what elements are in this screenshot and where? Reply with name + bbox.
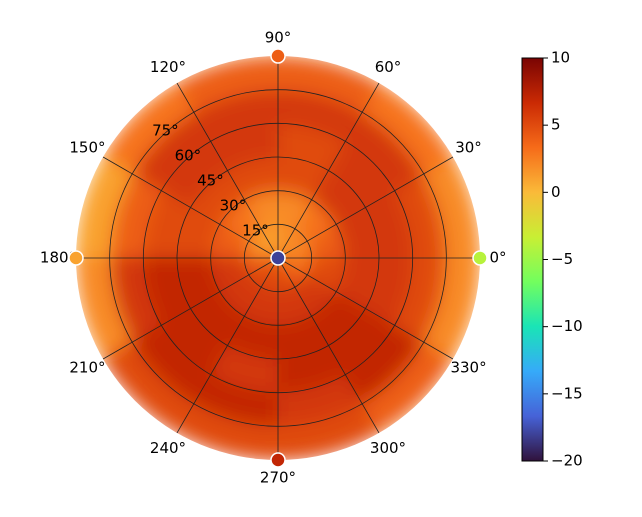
theta-tick-label: 90° <box>265 29 292 47</box>
theta-tick-label: 0° <box>489 249 506 267</box>
r-tick-label: 60° <box>175 146 202 164</box>
theta-tick-label: 180° <box>40 249 76 267</box>
theta-tick-label: 300° <box>370 439 406 457</box>
theta-tick-label: 30° <box>455 139 482 157</box>
theta-tick-label: 120° <box>150 58 186 76</box>
theta-tick-label: 330° <box>450 359 486 377</box>
r-tick-label: 30° <box>220 196 247 214</box>
point <box>270 250 286 266</box>
ring-line <box>243 223 313 293</box>
point <box>68 250 84 266</box>
grid <box>76 56 480 460</box>
colorbar-tick-label: −20 <box>551 452 583 470</box>
colorbar-tick-label: 10 <box>551 49 570 67</box>
point <box>270 452 286 468</box>
r-tick-label: 45° <box>197 171 224 189</box>
colorbar-tick-label: −5 <box>551 250 573 268</box>
colorbar-tick-label: −15 <box>551 384 583 402</box>
theta-tick-label: 270° <box>260 469 296 487</box>
overlay: 0° 30° 60° 90° 120° 150° 180° 210° 240° 270° 300° 3… <box>40 29 583 487</box>
point <box>270 48 286 64</box>
ring-line <box>210 190 346 326</box>
r-tick-label: 75° <box>152 121 179 139</box>
colorbar-tick-label: 5 <box>551 116 561 134</box>
colorbar-tick-label: −10 <box>551 317 583 335</box>
theta-tick-label: 240° <box>150 439 186 457</box>
colorbar <box>521 57 544 462</box>
theta-tick-label: 150° <box>69 139 105 157</box>
r-tick-label: 15° <box>242 221 269 239</box>
ring-line <box>176 156 380 360</box>
theta-tick-label: 210° <box>69 359 105 377</box>
ring-line <box>109 89 447 427</box>
ring-line <box>142 122 414 394</box>
point <box>472 250 488 266</box>
theta-tick-label: 60° <box>375 58 402 76</box>
colorbar-tick-label: 0 <box>551 183 561 201</box>
